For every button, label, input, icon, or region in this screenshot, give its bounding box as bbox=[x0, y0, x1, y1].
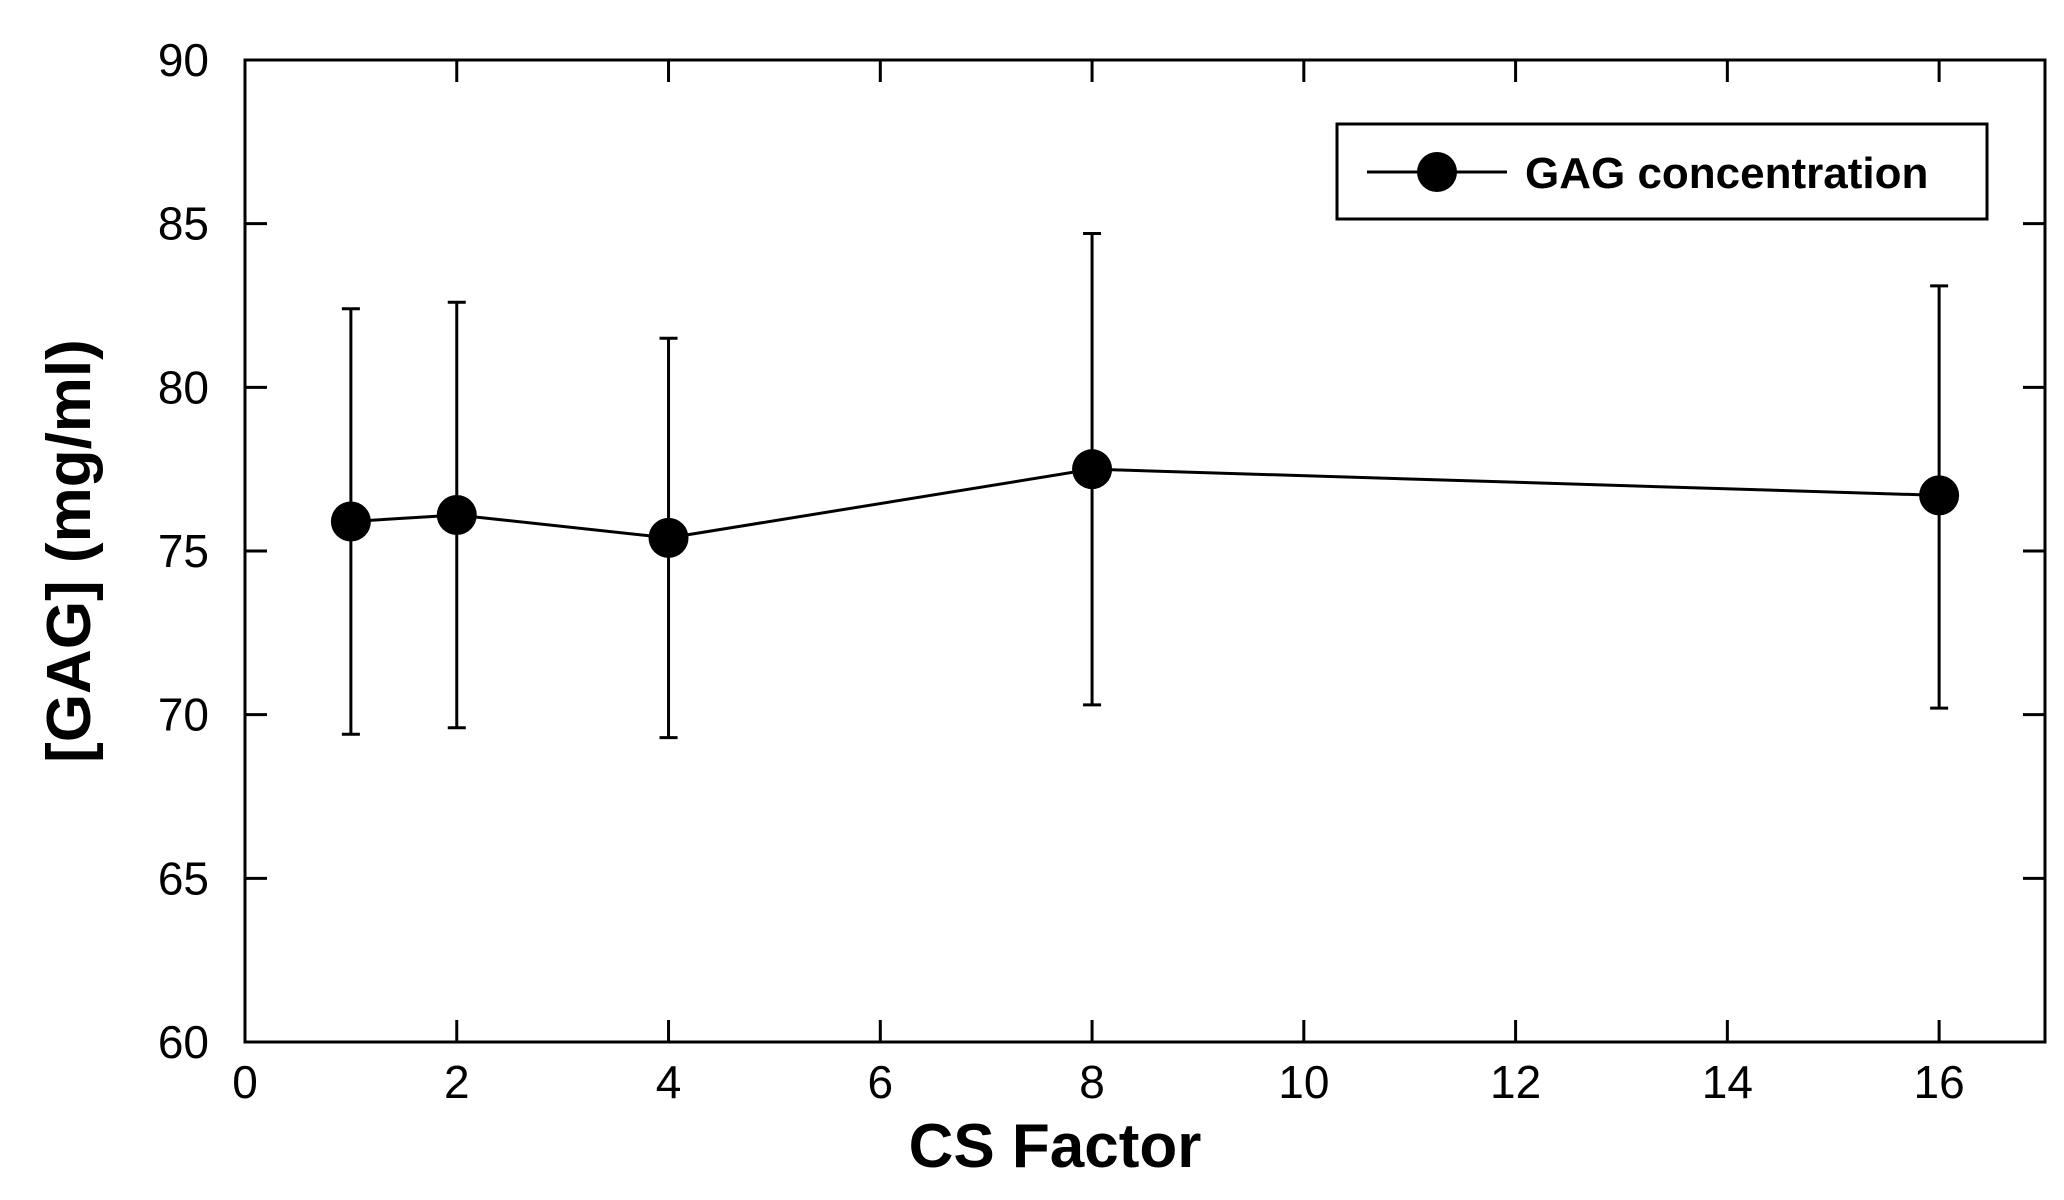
x-tick-label: 10 bbox=[1278, 1056, 1329, 1108]
data-point bbox=[1919, 475, 1960, 516]
x-tick-label: 12 bbox=[1490, 1056, 1541, 1108]
x-tick-label: 2 bbox=[444, 1056, 470, 1108]
x-tick-label: 4 bbox=[656, 1056, 682, 1108]
data-point bbox=[648, 517, 689, 558]
y-tick-label: 60 bbox=[158, 1016, 209, 1068]
x-axis-label: CS Factor bbox=[909, 1112, 1202, 1181]
x-tick-label: 16 bbox=[1914, 1056, 1965, 1108]
series-line bbox=[350, 467, 1940, 540]
data-point bbox=[1072, 449, 1113, 490]
y-axis-label: [GAG] (mg/ml) bbox=[35, 339, 104, 763]
y-tick-label: 65 bbox=[158, 852, 209, 904]
legend-marker bbox=[1417, 152, 1457, 192]
x-tick-label: 14 bbox=[1702, 1056, 1753, 1108]
data-point bbox=[436, 494, 477, 535]
x-tick-label: 0 bbox=[232, 1056, 258, 1108]
y-tick-label: 80 bbox=[158, 361, 209, 413]
series-layer bbox=[330, 231, 1960, 740]
data-point bbox=[330, 501, 371, 542]
legend-label: GAG concentration bbox=[1525, 149, 1928, 198]
y-tick-label: 75 bbox=[158, 525, 209, 577]
x-tick-label: 6 bbox=[867, 1056, 893, 1108]
y-tick-label: 70 bbox=[158, 689, 209, 741]
y-tick-label: 85 bbox=[158, 198, 209, 250]
x-axis-ticks: 0 2 4 6 8 10 12 14 16 bbox=[232, 60, 1965, 1108]
legend: GAG concentration bbox=[1335, 122, 1989, 221]
y-axis-ticks: 60 65 70 75 80 85 90 bbox=[158, 34, 2045, 1068]
x-tick-label: 8 bbox=[1079, 1056, 1105, 1108]
y-tick-label: 90 bbox=[158, 34, 209, 86]
